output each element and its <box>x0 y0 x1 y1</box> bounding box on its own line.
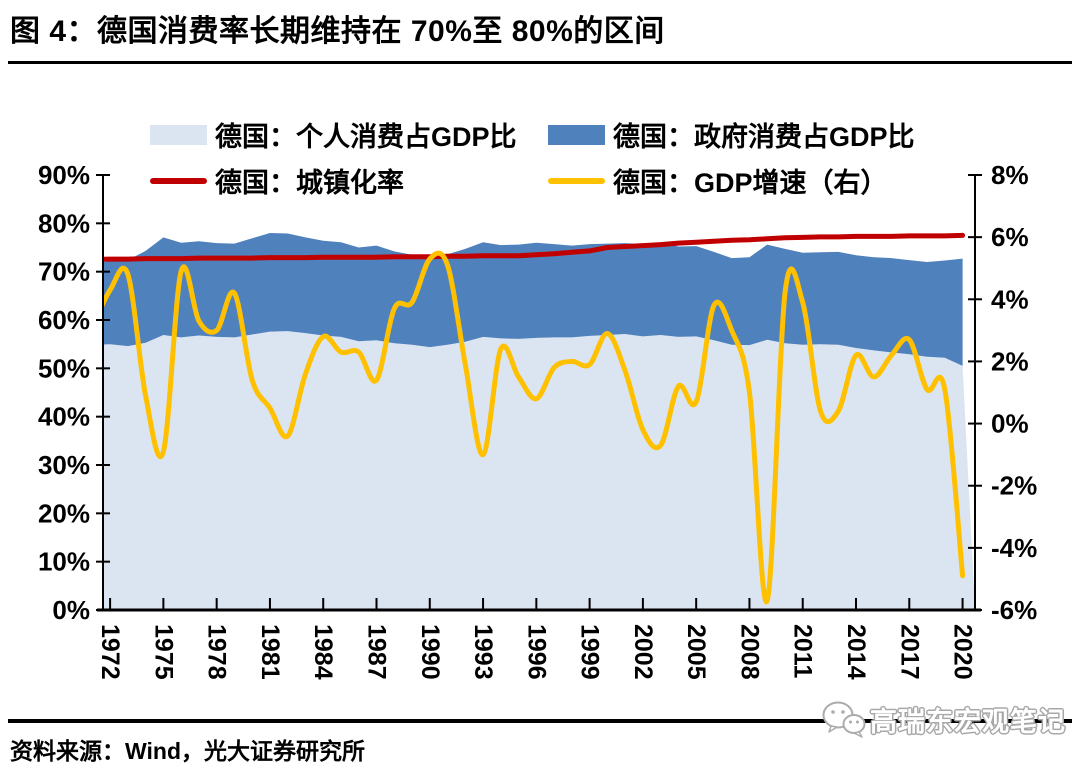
legend-label: 德国：政府消费占GDP比 <box>613 122 915 152</box>
x-axis-tick-label: 1987 <box>362 624 390 680</box>
footer-divider <box>8 719 1072 723</box>
chart-legend: 德国：个人消费占GDP比 德国：政府消费占GDP比德国：城镇化率 德国：GDP增速（… <box>150 119 915 198</box>
left-axis-tick-label: 10% <box>38 547 90 577</box>
series-area-government-consumption <box>103 233 963 366</box>
watermark-text: 高瑞东宏观笔记 <box>870 706 1066 737</box>
x-axis-tick-label: 1975 <box>149 624 177 680</box>
series-line-urbanization-rate <box>103 232 966 262</box>
area-swatch-icon <box>548 124 605 145</box>
right-axis-tick-label: 6% <box>991 222 1029 252</box>
figure-title: 图 4：德国消费率长期维持在 70%至 80%的区间 <box>10 15 665 48</box>
left-axis-tick-label: 80% <box>38 208 90 238</box>
right-axis-tick-label: -2% <box>991 471 1037 501</box>
legend-item-0: 德国：个人消费占GDP比 <box>150 119 548 152</box>
x-axis-tick-label: 2020 <box>949 624 977 680</box>
series-line-gdp-growth <box>103 250 966 605</box>
x-axis-tick-label: 1996 <box>522 624 550 680</box>
left-axis-tick-label: 50% <box>38 353 90 383</box>
x-axis-tick-label: 2017 <box>895 624 923 680</box>
x-axis-tick-label: 2005 <box>682 624 710 680</box>
left-axis-tick-label: 40% <box>38 402 90 432</box>
x-axis-tick-label: 2011 <box>789 624 817 678</box>
series-area-personal-consumption <box>103 331 975 610</box>
legend-item-3: 德国：GDP增速（右） <box>548 165 915 198</box>
left-axis-tick-label: 30% <box>38 450 90 480</box>
legend-label: 德国：GDP增速（右） <box>613 168 888 198</box>
right-axis-tick-label: 0% <box>991 409 1029 439</box>
legend-item-2: 德国：城镇化率 <box>150 165 548 198</box>
left-axis-tick-label: 90% <box>38 160 90 190</box>
x-axis-tick-label: 2002 <box>629 624 657 680</box>
right-axis-tick-label: -4% <box>991 533 1037 563</box>
left-axis-tick-label: 20% <box>38 498 90 528</box>
watermark: 高瑞东宏观笔记 <box>821 699 1066 739</box>
x-axis-tick-label: 1981 <box>256 624 284 680</box>
right-axis-tick-label: -6% <box>991 595 1037 625</box>
line-swatch-icon <box>548 177 605 184</box>
legend-label: 德国：个人消费占GDP比 <box>215 122 517 152</box>
legend-label: 德国：城镇化率 <box>215 168 404 198</box>
source-note: 资料来源：Wind，光大证券研究所 <box>10 738 365 764</box>
x-axis-tick-label: 1999 <box>576 624 604 680</box>
right-axis-tick-label: 2% <box>991 346 1029 376</box>
x-axis-tick-label: 2008 <box>735 624 763 680</box>
x-axis-tick-label: 1972 <box>96 624 124 680</box>
title-divider <box>8 61 1072 64</box>
x-axis-tick-label: 1990 <box>416 624 444 680</box>
x-axis-tick-label: 2014 <box>842 624 870 680</box>
left-axis-tick-label: 70% <box>38 257 90 287</box>
line-swatch-icon <box>150 177 207 184</box>
x-axis-tick-label: 1984 <box>309 624 337 680</box>
x-axis-tick-label: 1978 <box>203 624 231 680</box>
right-axis-tick-label: 4% <box>991 284 1029 314</box>
area-swatch-icon <box>150 124 207 145</box>
x-axis-tick-label: 1993 <box>469 624 497 680</box>
left-axis-tick-label: 60% <box>38 305 90 335</box>
legend-item-1: 德国：政府消费占GDP比 <box>548 119 915 152</box>
wechat-icon <box>822 701 866 738</box>
left-axis-tick-label: 0% <box>52 595 90 625</box>
chart-canvas: 0% 10% 20% 30% 40% 50% 60% 70% 80% 90% -6% -4% -2% 0%… <box>38 160 1037 680</box>
right-axis-tick-label: 8% <box>991 160 1029 190</box>
plot-area <box>103 232 975 610</box>
